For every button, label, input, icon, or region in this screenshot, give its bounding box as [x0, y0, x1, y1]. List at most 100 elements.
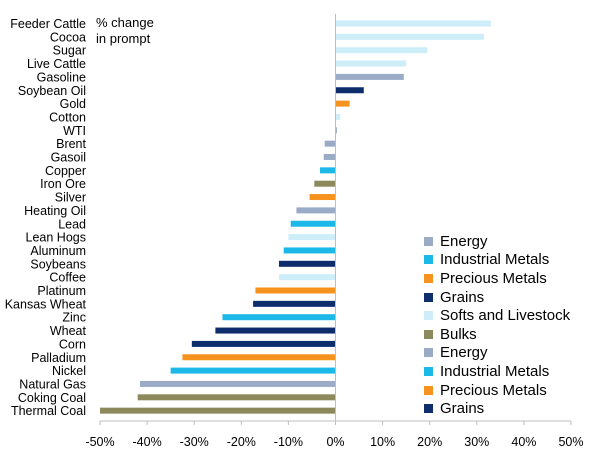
category-label: Lean Hogs — [26, 231, 86, 245]
bar-cotton — [335, 113, 341, 120]
bar-wti — [335, 127, 337, 134]
x-tick-label: 40% — [511, 435, 536, 449]
bar-coffee — [278, 274, 336, 281]
x-tick-label: 10% — [370, 435, 395, 449]
bar-zinc — [222, 314, 336, 321]
category-label: Cocoa — [50, 30, 86, 44]
legend-label: Grains — [440, 288, 485, 306]
legend-item: Bulks — [424, 325, 570, 344]
bar-lean-hogs — [288, 234, 336, 241]
x-tick-label: 20% — [417, 435, 442, 449]
bar-copper — [319, 167, 336, 174]
x-tick-label: -10% — [274, 435, 303, 449]
legend-swatch — [424, 255, 433, 265]
bar-heating-oil — [296, 207, 336, 214]
category-label: Heating Oil — [24, 204, 86, 218]
category-label: Gasoil — [51, 151, 86, 165]
bar-kansas-wheat — [253, 300, 336, 307]
legend-label: Energy — [440, 232, 488, 250]
annotation-line-1: % change — [96, 15, 154, 30]
category-label: Coking Coal — [18, 391, 86, 405]
bar-gasoline — [335, 73, 404, 80]
legend-item: Grains — [424, 288, 570, 307]
bar-thermal-coal — [100, 407, 336, 414]
category-label: Sugar — [53, 44, 86, 58]
category-label: Live Cattle — [27, 57, 86, 71]
category-label: Iron Ore — [40, 177, 86, 191]
bar-nickel — [170, 367, 336, 374]
legend-item: Energy — [424, 344, 570, 363]
category-label: Thermal Coal — [11, 404, 86, 418]
category-label: Cotton — [49, 110, 86, 124]
legend-swatch — [424, 311, 433, 321]
legend-swatch — [424, 329, 433, 339]
bar-soybean-oil — [335, 87, 364, 94]
legend-item: Softs and Livestock — [424, 306, 570, 325]
legend-label: Softs and Livestock — [440, 307, 571, 325]
legend-swatch — [424, 273, 433, 283]
category-label: Silver — [55, 191, 86, 205]
bar-palladium — [182, 354, 336, 361]
category-label: Nickel — [52, 364, 86, 378]
bar-iron-ore — [314, 180, 336, 187]
x-tick-label: -50% — [85, 435, 114, 449]
bar-aluminum — [283, 247, 336, 254]
bar-live-cattle — [335, 60, 407, 67]
category-label: Coffee — [49, 271, 86, 285]
bar-lead — [290, 220, 336, 227]
category-label: Palladium — [31, 351, 86, 365]
bar-corn — [191, 340, 336, 347]
category-label: Brent — [56, 137, 86, 151]
x-tick-label: 50% — [558, 435, 583, 449]
category-label: Aluminum — [30, 244, 86, 258]
legend-label: Bulks — [440, 325, 477, 343]
x-tick-label: 30% — [464, 435, 489, 449]
legend-item: Grains — [424, 399, 570, 418]
legend-swatch — [424, 404, 433, 414]
legend-item: Precious Metals — [424, 269, 570, 288]
category-label: Natural Gas — [19, 377, 86, 391]
legend-swatch — [424, 348, 433, 358]
category-label: Wheat — [50, 324, 87, 338]
category-label: Gasoline — [37, 70, 86, 84]
category-label: Gold — [60, 97, 86, 111]
category-label: Zinc — [62, 311, 86, 325]
legend-item: Energy — [424, 232, 570, 251]
x-tick-label: 0% — [326, 435, 344, 449]
category-label: Soybean Oil — [18, 84, 86, 98]
x-tick-label: -30% — [180, 435, 209, 449]
bar-wheat — [215, 327, 336, 334]
legend-swatch — [424, 385, 433, 395]
category-label: Copper — [45, 164, 86, 178]
legend-label: Industrial Metals — [440, 251, 550, 269]
category-label: Soybeans — [30, 257, 86, 271]
bar-soybeans — [278, 260, 336, 267]
legend-swatch — [424, 366, 433, 376]
bar-natural-gas — [140, 380, 336, 387]
legend-swatch — [424, 236, 433, 246]
category-label: Corn — [59, 337, 86, 351]
chart-annotation: % change in prompt — [96, 15, 154, 47]
bar-silver — [309, 194, 336, 201]
bar-platinum — [255, 287, 336, 294]
bar-sugar — [335, 47, 428, 54]
bar-brent — [324, 140, 336, 147]
x-tick-label: -20% — [227, 435, 256, 449]
bar-coking-coal — [137, 394, 336, 401]
bar-feeder-cattle — [335, 20, 491, 27]
chart-legend: Energy Industrial Metals Precious Metals Gr… — [424, 232, 570, 418]
legend-item: Industrial Metals — [424, 251, 570, 270]
legend-label: Grains — [440, 400, 485, 418]
category-label: Platinum — [37, 284, 86, 298]
category-label: Feeder Cattle — [10, 17, 86, 31]
category-label: WTI — [63, 124, 86, 138]
legend-label: Energy — [440, 344, 488, 362]
legend-label: Precious Metals — [440, 269, 547, 287]
legend-label: Industrial Metals — [440, 362, 550, 380]
bar-gasoil — [323, 154, 336, 160]
legend-item: Precious Metals — [424, 381, 570, 400]
legend-item: Industrial Metals — [424, 362, 570, 381]
bar-gold — [335, 100, 350, 107]
bar-cocoa — [335, 33, 484, 40]
